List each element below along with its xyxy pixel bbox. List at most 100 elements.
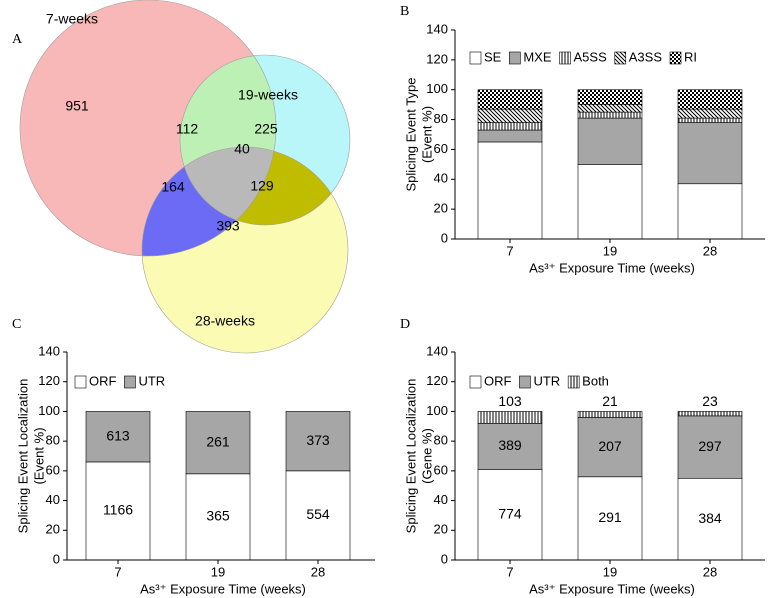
bar-segment xyxy=(677,117,743,123)
bar-segment xyxy=(477,89,543,110)
y-tick-label: 140 xyxy=(426,21,448,36)
bar-segment xyxy=(577,164,643,240)
legend-swatch xyxy=(469,51,482,65)
y-tick-label: 20 xyxy=(46,522,60,537)
region-count: 129 xyxy=(250,178,274,194)
y-tick-label: 120 xyxy=(426,51,448,66)
count-label: 774 xyxy=(498,505,522,521)
count-label: 384 xyxy=(698,510,722,526)
legend-label: A5SS xyxy=(574,49,608,64)
count-label: 103 xyxy=(498,393,522,409)
x-axis-label: As³⁺ Exposure Time (weeks) xyxy=(140,581,306,596)
y-tick-label: 120 xyxy=(426,373,448,388)
x-tick-label: 19 xyxy=(603,564,617,579)
bar-segment xyxy=(477,108,543,123)
y-axis-label: (Event %) xyxy=(31,427,46,484)
region-count: 164 xyxy=(161,179,185,195)
bar-segment xyxy=(477,129,543,143)
legend-label: SE xyxy=(484,49,502,64)
legend-label: UTR xyxy=(533,373,560,388)
region-count: 393 xyxy=(216,218,240,234)
legend-label: UTR xyxy=(138,373,165,388)
y-tick-label: 0 xyxy=(53,551,60,566)
bar-segment xyxy=(577,104,643,113)
y-tick-label: 80 xyxy=(434,111,448,126)
x-tick-label: 28 xyxy=(703,564,717,579)
y-tick-label: 60 xyxy=(434,462,448,477)
y-axis-label: (Event %) xyxy=(419,106,434,163)
y-tick-label: 140 xyxy=(38,343,60,358)
x-tick-label: 7 xyxy=(506,564,513,579)
set-label: 28-weeks xyxy=(195,313,255,329)
y-tick-label: 60 xyxy=(46,462,60,477)
x-axis-label: As³⁺ Exposure Time (weeks) xyxy=(529,581,695,596)
y-tick-label: 20 xyxy=(434,522,448,537)
y-tick-label: 100 xyxy=(426,81,448,96)
bar-segment xyxy=(677,108,743,119)
bar-segment xyxy=(477,423,543,470)
legend-swatch xyxy=(74,375,87,389)
x-tick-label: 19 xyxy=(211,564,225,579)
x-tick-label: 19 xyxy=(603,243,617,258)
count-label: 554 xyxy=(306,506,330,522)
y-axis-label: Splicing Event Localization xyxy=(15,379,30,534)
x-tick-label: 7 xyxy=(114,564,121,579)
y-tick-label: 40 xyxy=(434,171,448,186)
region-count: 40 xyxy=(234,141,250,157)
panel-letter: B xyxy=(400,4,409,19)
bar-segment xyxy=(577,476,643,561)
count-label: 373 xyxy=(306,432,330,448)
y-axis-label: (Gene %) xyxy=(419,428,434,484)
count-label: 21 xyxy=(602,393,618,409)
count-label: 23 xyxy=(702,393,718,409)
y-tick-label: 80 xyxy=(434,433,448,448)
legend-swatch xyxy=(509,51,521,65)
panel-letter: C xyxy=(12,317,21,332)
bar-segment xyxy=(577,89,643,105)
bar-segment xyxy=(477,122,543,131)
bar-segment xyxy=(285,411,351,472)
set-outline xyxy=(179,54,351,226)
bar-segment xyxy=(285,470,351,561)
region-clip xyxy=(180,147,276,225)
bar-segment xyxy=(677,89,743,110)
set-outline xyxy=(141,146,349,354)
x-tick-label: 7 xyxy=(506,243,513,258)
set-label: 7-weeks xyxy=(46,11,98,27)
count-label: 207 xyxy=(598,438,622,454)
x-tick-label: 28 xyxy=(703,243,717,258)
count-label: 297 xyxy=(698,438,722,454)
y-tick-label: 80 xyxy=(46,433,60,448)
count-label: 1166 xyxy=(103,502,133,518)
bar-segment xyxy=(477,411,543,424)
x-tick-label: 28 xyxy=(311,564,325,579)
bar-segment xyxy=(185,411,251,475)
legend-swatch xyxy=(669,51,682,65)
y-tick-label: 0 xyxy=(441,551,448,566)
x-axis-label: As³⁺ Exposure Time (weeks) xyxy=(529,260,695,275)
legend-label: ORF xyxy=(484,373,512,388)
count-label: 261 xyxy=(206,433,230,449)
y-tick-label: 100 xyxy=(426,403,448,418)
bar-segment xyxy=(577,411,643,418)
count-label: 613 xyxy=(106,427,130,443)
y-tick-label: 0 xyxy=(441,230,448,245)
y-tick-label: 60 xyxy=(434,141,448,156)
legend-swatch xyxy=(124,375,136,389)
bar-segment xyxy=(677,183,743,240)
region-clip xyxy=(180,147,276,225)
count-label: 365 xyxy=(206,508,230,524)
bar-segment xyxy=(677,477,743,561)
legend-swatch xyxy=(519,375,531,389)
panel-letter: D xyxy=(400,317,410,332)
bar-segment xyxy=(577,111,643,119)
bar-segment xyxy=(577,417,643,478)
legend-label: MXE xyxy=(523,49,552,64)
y-axis-label: Splicing Event Localization xyxy=(403,379,418,534)
y-tick-label: 20 xyxy=(434,201,448,216)
legend-swatch xyxy=(559,51,571,65)
y-tick-label: 40 xyxy=(46,492,60,507)
y-tick-label: 100 xyxy=(38,403,60,418)
y-tick-label: 120 xyxy=(38,373,60,388)
